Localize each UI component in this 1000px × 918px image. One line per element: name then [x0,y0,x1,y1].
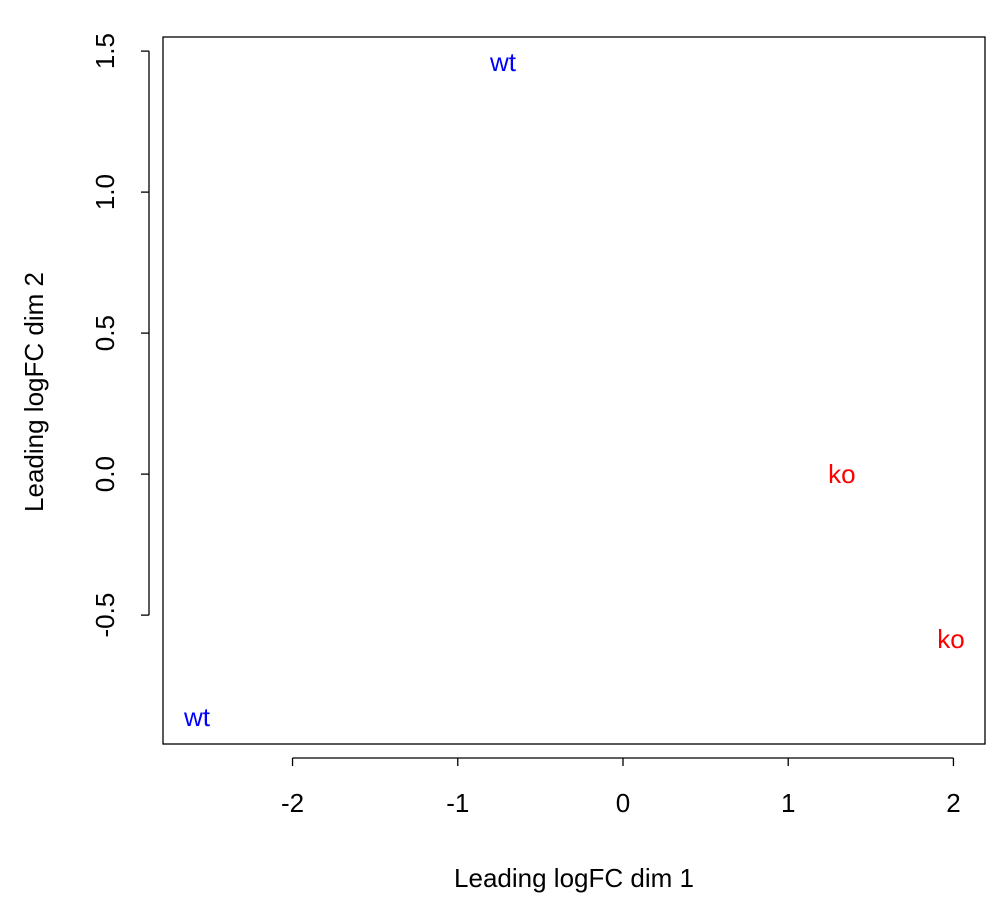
point-label: ko [828,459,855,489]
y-tick-label: 0.5 [90,315,120,351]
y-tick-label: 0.0 [90,456,120,492]
y-axis-label: Leading logFC dim 2 [19,272,49,512]
x-tick-label: -2 [281,788,304,818]
point-label: wt [183,702,211,732]
x-tick-label: 2 [946,788,960,818]
plot-box [162,36,986,745]
y-tick-label: -0.5 [90,593,120,638]
y-tick-label: 1.5 [90,33,120,69]
x-tick-label: 1 [781,788,795,818]
point-label: ko [937,624,964,654]
point-label: wt [489,47,517,77]
x-tick-label: -1 [446,788,469,818]
y-tick-label: 1.0 [90,174,120,210]
x-tick-label: 0 [616,788,630,818]
x-axis-label: Leading logFC dim 1 [454,863,694,893]
